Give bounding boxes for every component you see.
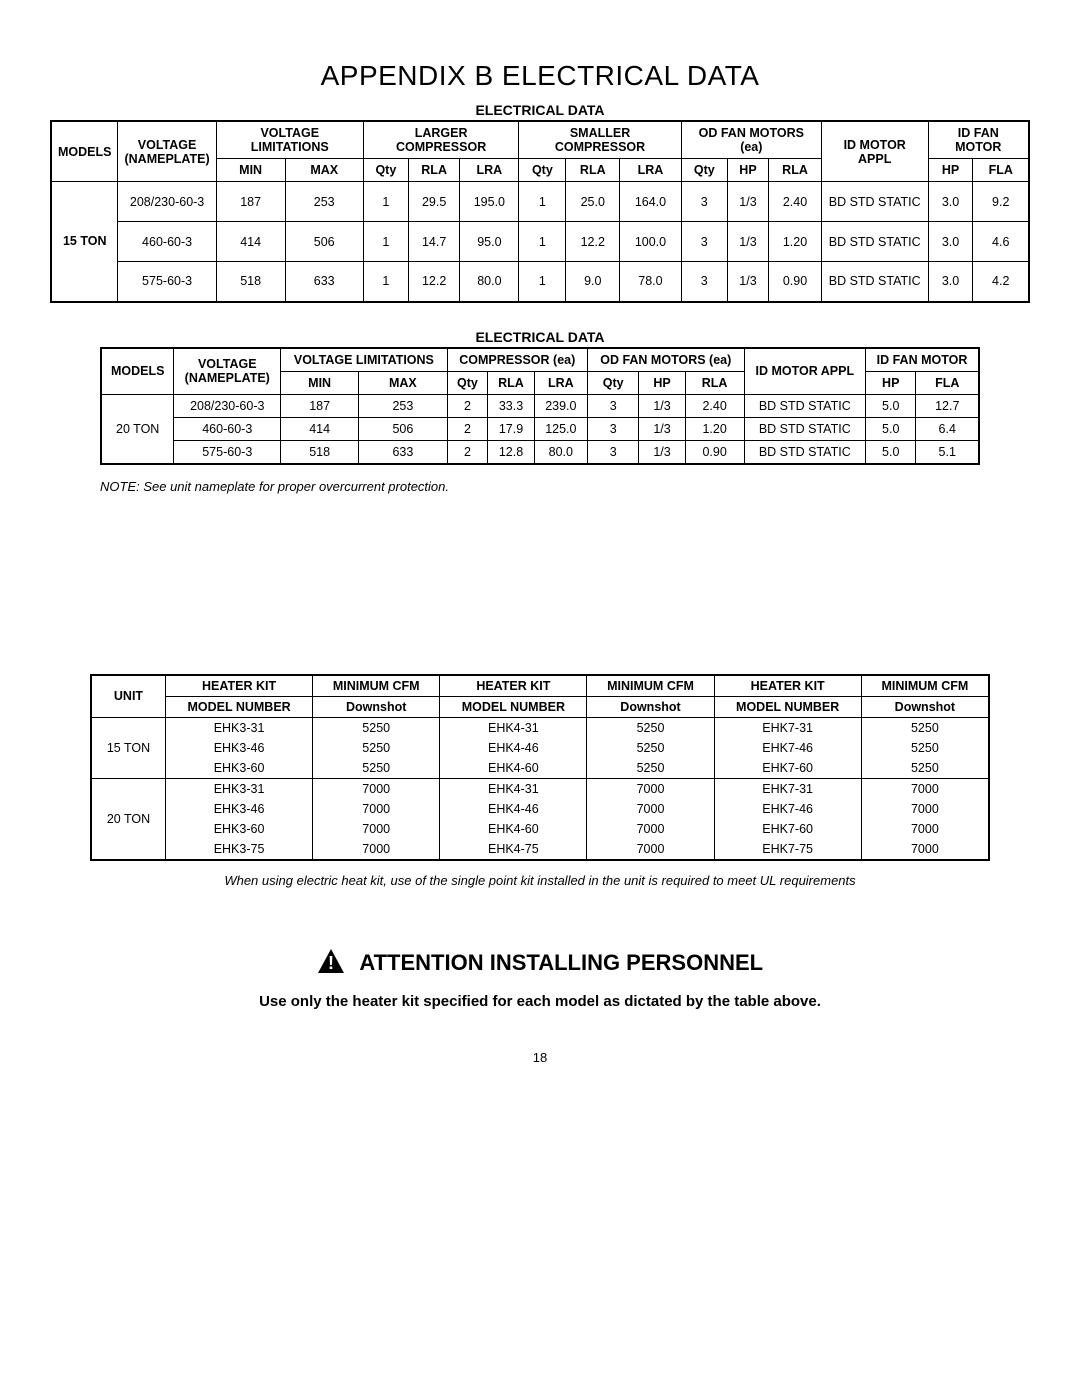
table1-subtitle: ELECTRICAL DATA	[50, 102, 1030, 118]
unit-cell: 20 TON	[91, 778, 165, 860]
table-row: EHK3-467000EHK4-467000EHK7-467000	[91, 799, 989, 819]
note-heater-kit: When using electric heat kit, use of the…	[50, 873, 1030, 888]
model-cell: 20 TON	[101, 394, 174, 464]
electrical-table-15ton: MODELS VOLTAGE(NAMEPLATE) VOLTAGE LIMITA…	[50, 120, 1030, 303]
page-title: APPENDIX B ELECTRICAL DATA	[50, 60, 1030, 92]
table2-subtitle: ELECTRICAL DATA	[50, 329, 1030, 345]
warning-text: Use only the heater kit specified for ea…	[50, 993, 1030, 1010]
hdr-models: MODELS	[51, 121, 118, 182]
hdr-qty: Qty	[681, 159, 727, 182]
hdr-qty: Qty	[519, 159, 566, 182]
warning-title: ATTENTION INSTALLING PERSONNEL	[359, 950, 763, 976]
hdr-larger: LARGER COMPRESSOR	[363, 121, 519, 159]
hdr-vlim: VOLTAGE LIMITATIONS	[216, 121, 363, 159]
hdr-qty: Qty	[363, 159, 408, 182]
svg-text:!: !	[328, 953, 334, 973]
heater-kit-table: UNIT HEATER KITMINIMUM CFM HEATER KITMIN…	[90, 674, 990, 861]
unit-cell: 15 TON	[91, 717, 165, 778]
hdr-idfan: ID FAN MOTOR	[928, 121, 1029, 159]
hdr-odfan: OD FAN MOTORS (ea)	[681, 121, 821, 159]
table-row: 460-60-3414506 217.9125.0 31/31.20 BD ST…	[101, 417, 979, 440]
table-row: 15 TON EHK3-315250 EHK4-315250 EHK7-3152…	[91, 717, 989, 738]
hdr-comp-ea: COMPRESSOR (ea)	[447, 348, 587, 372]
hdr-lra: LRA	[620, 159, 682, 182]
hdr-max: MAX	[285, 159, 363, 182]
hdr-idmotor: ID MOTOR APPL	[821, 121, 928, 182]
hdr-voltage-np: VOLTAGE(NAMEPLATE)	[174, 348, 281, 395]
table-row: EHK3-465250EHK4-465250EHK7-465250	[91, 738, 989, 758]
hdr-hp: HP	[928, 159, 973, 182]
hdr-rla: RLA	[769, 159, 822, 182]
table-row: EHK3-757000 EHK4-757000 EHK7-757000	[91, 839, 989, 860]
hdr-idfan: ID FAN MOTOR	[866, 348, 980, 372]
hdr-hp: HP	[727, 159, 768, 182]
hdr-voltage-np: VOLTAGE(NAMEPLATE)	[118, 121, 216, 182]
hdr-smaller: SMALLER COMPRESSOR	[519, 121, 681, 159]
hdr-rla: RLA	[566, 159, 620, 182]
hdr-odfan: OD FAN MOTORS (ea)	[587, 348, 744, 372]
table-row: EHK3-605250 EHK4-605250 EHK7-605250	[91, 758, 989, 779]
hdr-vlim: VOLTAGE LIMITATIONS	[281, 348, 447, 372]
hdr-lra: LRA	[460, 159, 519, 182]
note-overcurrent: NOTE: See unit nameplate for proper over…	[100, 479, 1030, 494]
table-row: 20 TON EHK3-317000EHK4-317000EHK7-317000	[91, 778, 989, 799]
page-number: 18	[50, 1050, 1030, 1065]
hdr-min: MIN	[216, 159, 285, 182]
table-row: 575-60-3518633 112.280.0 19.078.0 31/30.…	[51, 262, 1029, 302]
model-cell: 15 TON	[51, 182, 118, 302]
hdr-idmotor: ID MOTOR APPL	[744, 348, 865, 395]
hdr-unit: UNIT	[91, 675, 165, 718]
hdr-rla: RLA	[408, 159, 460, 182]
hdr-models: MODELS	[101, 348, 174, 395]
electrical-table-20ton: MODELS VOLTAGE(NAMEPLATE) VOLTAGE LIMITA…	[100, 347, 980, 465]
warning-icon: !	[317, 948, 345, 979]
table-row: 575-60-3518633 212.880.0 31/30.90 BD STD…	[101, 440, 979, 464]
table-row: 15 TON 208/230-60-3187253 129.5195.0 125…	[51, 182, 1029, 222]
table-row: 460-60-3414506 114.795.0 112.2100.0 31/3…	[51, 222, 1029, 262]
table-row: EHK3-607000EHK4-607000EHK7-607000	[91, 819, 989, 839]
table-row: 20 TON 208/230-60-3187253 233.3239.0 31/…	[101, 394, 979, 417]
hdr-fla: FLA	[973, 159, 1029, 182]
